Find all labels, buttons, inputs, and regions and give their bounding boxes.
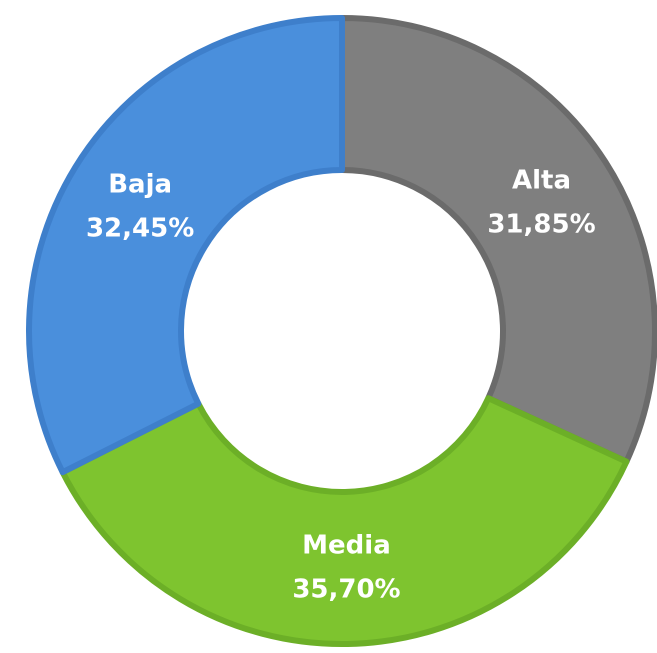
segment-label: Alta	[512, 166, 571, 196]
donut-segment	[339, 15, 657, 465]
donut-segment	[26, 15, 345, 476]
segment-value: 35,70%	[292, 574, 400, 604]
segment-value: 32,45%	[86, 213, 194, 243]
segment-label: Media	[302, 530, 391, 560]
donut-segment	[59, 395, 630, 647]
segment-label: Baja	[108, 169, 172, 199]
segment-value: 31,85%	[487, 210, 595, 240]
